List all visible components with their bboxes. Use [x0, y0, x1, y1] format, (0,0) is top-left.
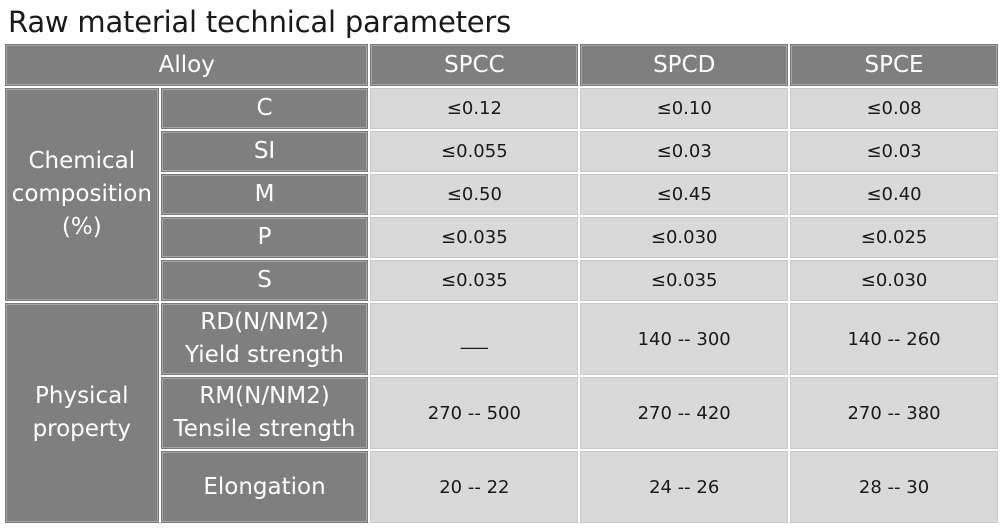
value-cell: ≤0.08	[790, 88, 998, 129]
element-label: C	[160, 88, 369, 129]
table-row: SI ≤0.055 ≤0.03 ≤0.03	[5, 131, 998, 172]
category-label-line: Chemical	[28, 148, 136, 174]
value-cell: ≤0.035	[370, 217, 579, 258]
value-cell: ≤0.03	[580, 131, 789, 172]
value-cell: 270 -- 420	[580, 377, 789, 449]
value-cell: ≤0.030	[580, 217, 789, 258]
alloy-header: Alloy	[5, 44, 369, 86]
element-label: M	[160, 174, 369, 215]
property-label-line: RD(N/NM2)	[200, 309, 329, 335]
grade-header-spcc: SPCC	[370, 44, 579, 86]
value-cell: 28 -- 30	[790, 451, 998, 523]
property-label-line: Yield strength	[185, 342, 344, 368]
value-cell: ≤0.025	[790, 217, 998, 258]
table-row: Chemical composition (%) C ≤0.12 ≤0.10 ≤…	[5, 88, 998, 301]
value-cell: ≤0.10	[580, 88, 789, 129]
value-cell: 140 -- 260	[790, 303, 998, 375]
value-cell: ≤0.45	[580, 174, 789, 215]
header-row: Alloy SPCC SPCD SPCE	[5, 44, 998, 86]
property-label-line: RM(N/NM2)	[199, 383, 330, 409]
value-cell: ≤0.50	[370, 174, 579, 215]
table-row: P ≤0.035 ≤0.030 ≤0.025	[5, 217, 998, 258]
category-label-line: composition	[11, 181, 152, 207]
value-cell: ≤0.03	[790, 131, 998, 172]
value-cell: 270 -- 500	[370, 377, 579, 449]
value-cell: ___	[370, 303, 579, 375]
grade-header-spce: SPCE	[790, 44, 998, 86]
page-title: Raw material technical parameters	[8, 5, 512, 39]
value-cell: ≤0.055	[370, 131, 579, 172]
element-label: P	[160, 217, 369, 258]
property-label: RD(N/NM2) Yield strength	[160, 303, 369, 375]
value-cell: 270 -- 380	[790, 377, 998, 449]
value-cell: 20 -- 22	[370, 451, 579, 523]
property-label-line: Elongation	[203, 473, 326, 500]
category-label-line: property	[32, 416, 132, 442]
value-cell: 140 -- 300	[580, 303, 789, 375]
property-label: Elongation	[160, 451, 369, 523]
table-row: Elongation 20 -- 22 24 -- 26 28 -- 30	[5, 451, 998, 523]
parameters-table: Alloy SPCC SPCD SPCE Chemical compositio…	[3, 42, 1000, 525]
table-row: M ≤0.50 ≤0.45 ≤0.40	[5, 174, 998, 215]
element-label: SI	[160, 131, 369, 172]
value-cell: ≤0.035	[580, 260, 789, 301]
value-cell: ≤0.40	[790, 174, 998, 215]
property-label-line: Tensile strength	[173, 416, 356, 442]
value-cell: 24 -- 26	[580, 451, 789, 523]
grade-header-spcd: SPCD	[580, 44, 789, 86]
value-cell: ≤0.12	[370, 88, 579, 129]
table-row: S ≤0.035 ≤0.035 ≤0.030	[5, 260, 998, 301]
property-label: RM(N/NM2) Tensile strength	[160, 377, 369, 449]
table-row: Physical property RD(N/NM2) Yield streng…	[5, 303, 998, 523]
physical-property-label: Physical property	[5, 303, 159, 523]
value-cell: ≤0.030	[790, 260, 998, 301]
value-cell: ≤0.035	[370, 260, 579, 301]
table-row: RM(N/NM2) Tensile strength 270 -- 500 27…	[5, 377, 998, 449]
category-label-line: (%)	[61, 214, 102, 240]
category-label-line: Physical	[35, 383, 129, 409]
element-label: S	[160, 260, 369, 301]
chemical-composition-label: Chemical composition (%)	[5, 88, 159, 301]
